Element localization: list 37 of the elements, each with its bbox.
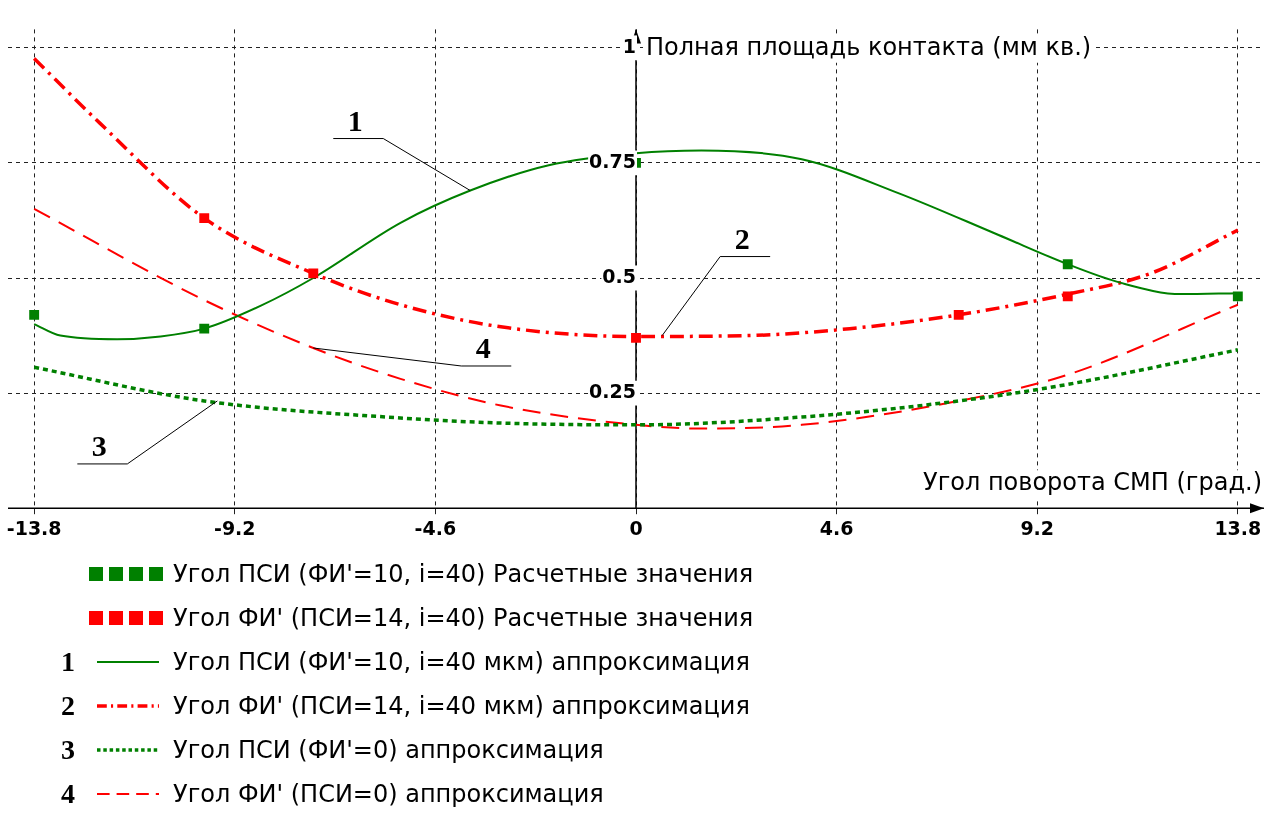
legend-label: Угол ФИ' (ПСИ=14, i=40) Расчетные значения — [173, 604, 754, 632]
point — [29, 309, 40, 320]
x-tick-label: 4.6 — [819, 516, 854, 539]
point — [308, 268, 319, 279]
x-tick-label: -13.8 — [6, 516, 62, 539]
x-tick-label: 13.8 — [1214, 516, 1262, 539]
y-tick-label: 1 — [622, 34, 636, 57]
point — [631, 332, 641, 343]
point — [199, 213, 210, 224]
legend-label: Угол ФИ' (ПСИ=0) аппроксимация — [173, 780, 604, 808]
line-series — [33, 207, 1239, 430]
y-tick-label: 0.5 — [602, 264, 636, 287]
text: 1 — [61, 646, 75, 677]
legend-label: Угол ФИ' (ПСИ=14, i=40 мкм) аппроксимация — [173, 692, 750, 720]
annotation: 4 — [475, 330, 491, 364]
x-axis-title: Угол поворота СМП (град.) — [923, 468, 1262, 497]
y-tick-label: 0.25 — [589, 380, 636, 403]
legend-label: Угол ПСИ (ФИ'=0) аппроксимация — [173, 736, 604, 764]
x-tick-label: -4.6 — [414, 516, 457, 539]
point — [953, 309, 964, 320]
text: 3 — [61, 734, 75, 765]
annotation: 2 — [734, 221, 750, 255]
x-tick-label: 0 — [629, 516, 643, 539]
annotation: 3 — [91, 428, 107, 462]
legend-label: Угол ПСИ (ФИ'=10, i=40 мкм) аппроксимация — [173, 648, 750, 676]
text: 2 — [61, 690, 75, 721]
text: 4 — [61, 778, 75, 809]
point — [1062, 291, 1073, 302]
x-tick-label: -9.2 — [214, 516, 256, 539]
point — [1062, 259, 1073, 270]
point — [1232, 291, 1243, 302]
annotation: 1 — [347, 103, 363, 137]
x-tick-label: 9.2 — [1020, 516, 1055, 539]
y-axis-title: Полная площадь контакта (мм кв.) — [646, 33, 1092, 62]
point — [199, 323, 210, 334]
y-tick-label: 0.75 — [589, 149, 636, 172]
legend-label: Угол ПСИ (ФИ'=10, i=40) Расчетные значения — [173, 560, 754, 588]
